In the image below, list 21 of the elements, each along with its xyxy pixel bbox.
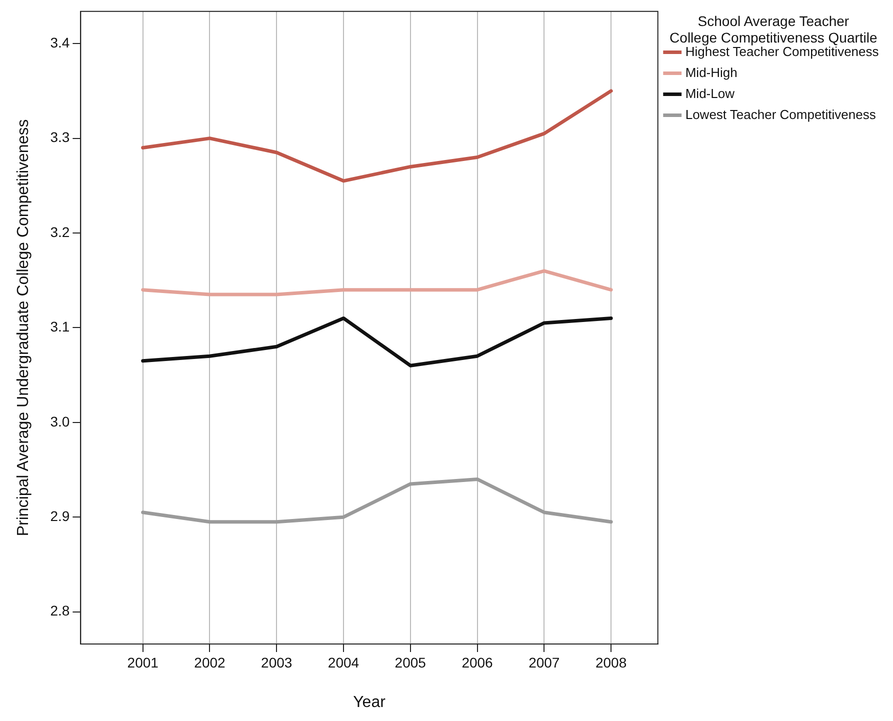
y-tick-label: 3.0 — [50, 413, 70, 430]
legend-label: Mid-Low — [685, 86, 736, 101]
x-tick-label: 2005 — [394, 654, 426, 670]
legend-title: School Average Teacher College Competitiveness Quartile — [670, 12, 878, 46]
x-tick-label: 2002 — [194, 654, 226, 670]
legend-label: Lowest Teacher Competitiveness — [685, 106, 876, 122]
x-tick-label: 2003 — [261, 654, 292, 670]
x-tick-label: 2001 — [127, 654, 159, 670]
y-axis-title: Principal Average Undergraduate College Competitiveness — [15, 119, 32, 536]
x-axis-title: Year — [353, 694, 386, 711]
x-tick-label: 2008 — [595, 654, 627, 670]
y-tick-label: 3.1 — [50, 318, 70, 335]
y-tick-label: 3.3 — [50, 129, 70, 146]
x-tick-label: 2004 — [328, 654, 360, 670]
x-tick-label: 2007 — [528, 654, 560, 670]
y-tick-label: 2.8 — [50, 602, 70, 619]
x-tick-label: 2006 — [462, 654, 494, 670]
y-tick-label: 3.4 — [50, 34, 70, 50]
y-tick-label: 2.9 — [50, 508, 70, 524]
y-tick-label: 3.2 — [50, 224, 70, 240]
legend-label: Mid-High — [685, 64, 738, 80]
